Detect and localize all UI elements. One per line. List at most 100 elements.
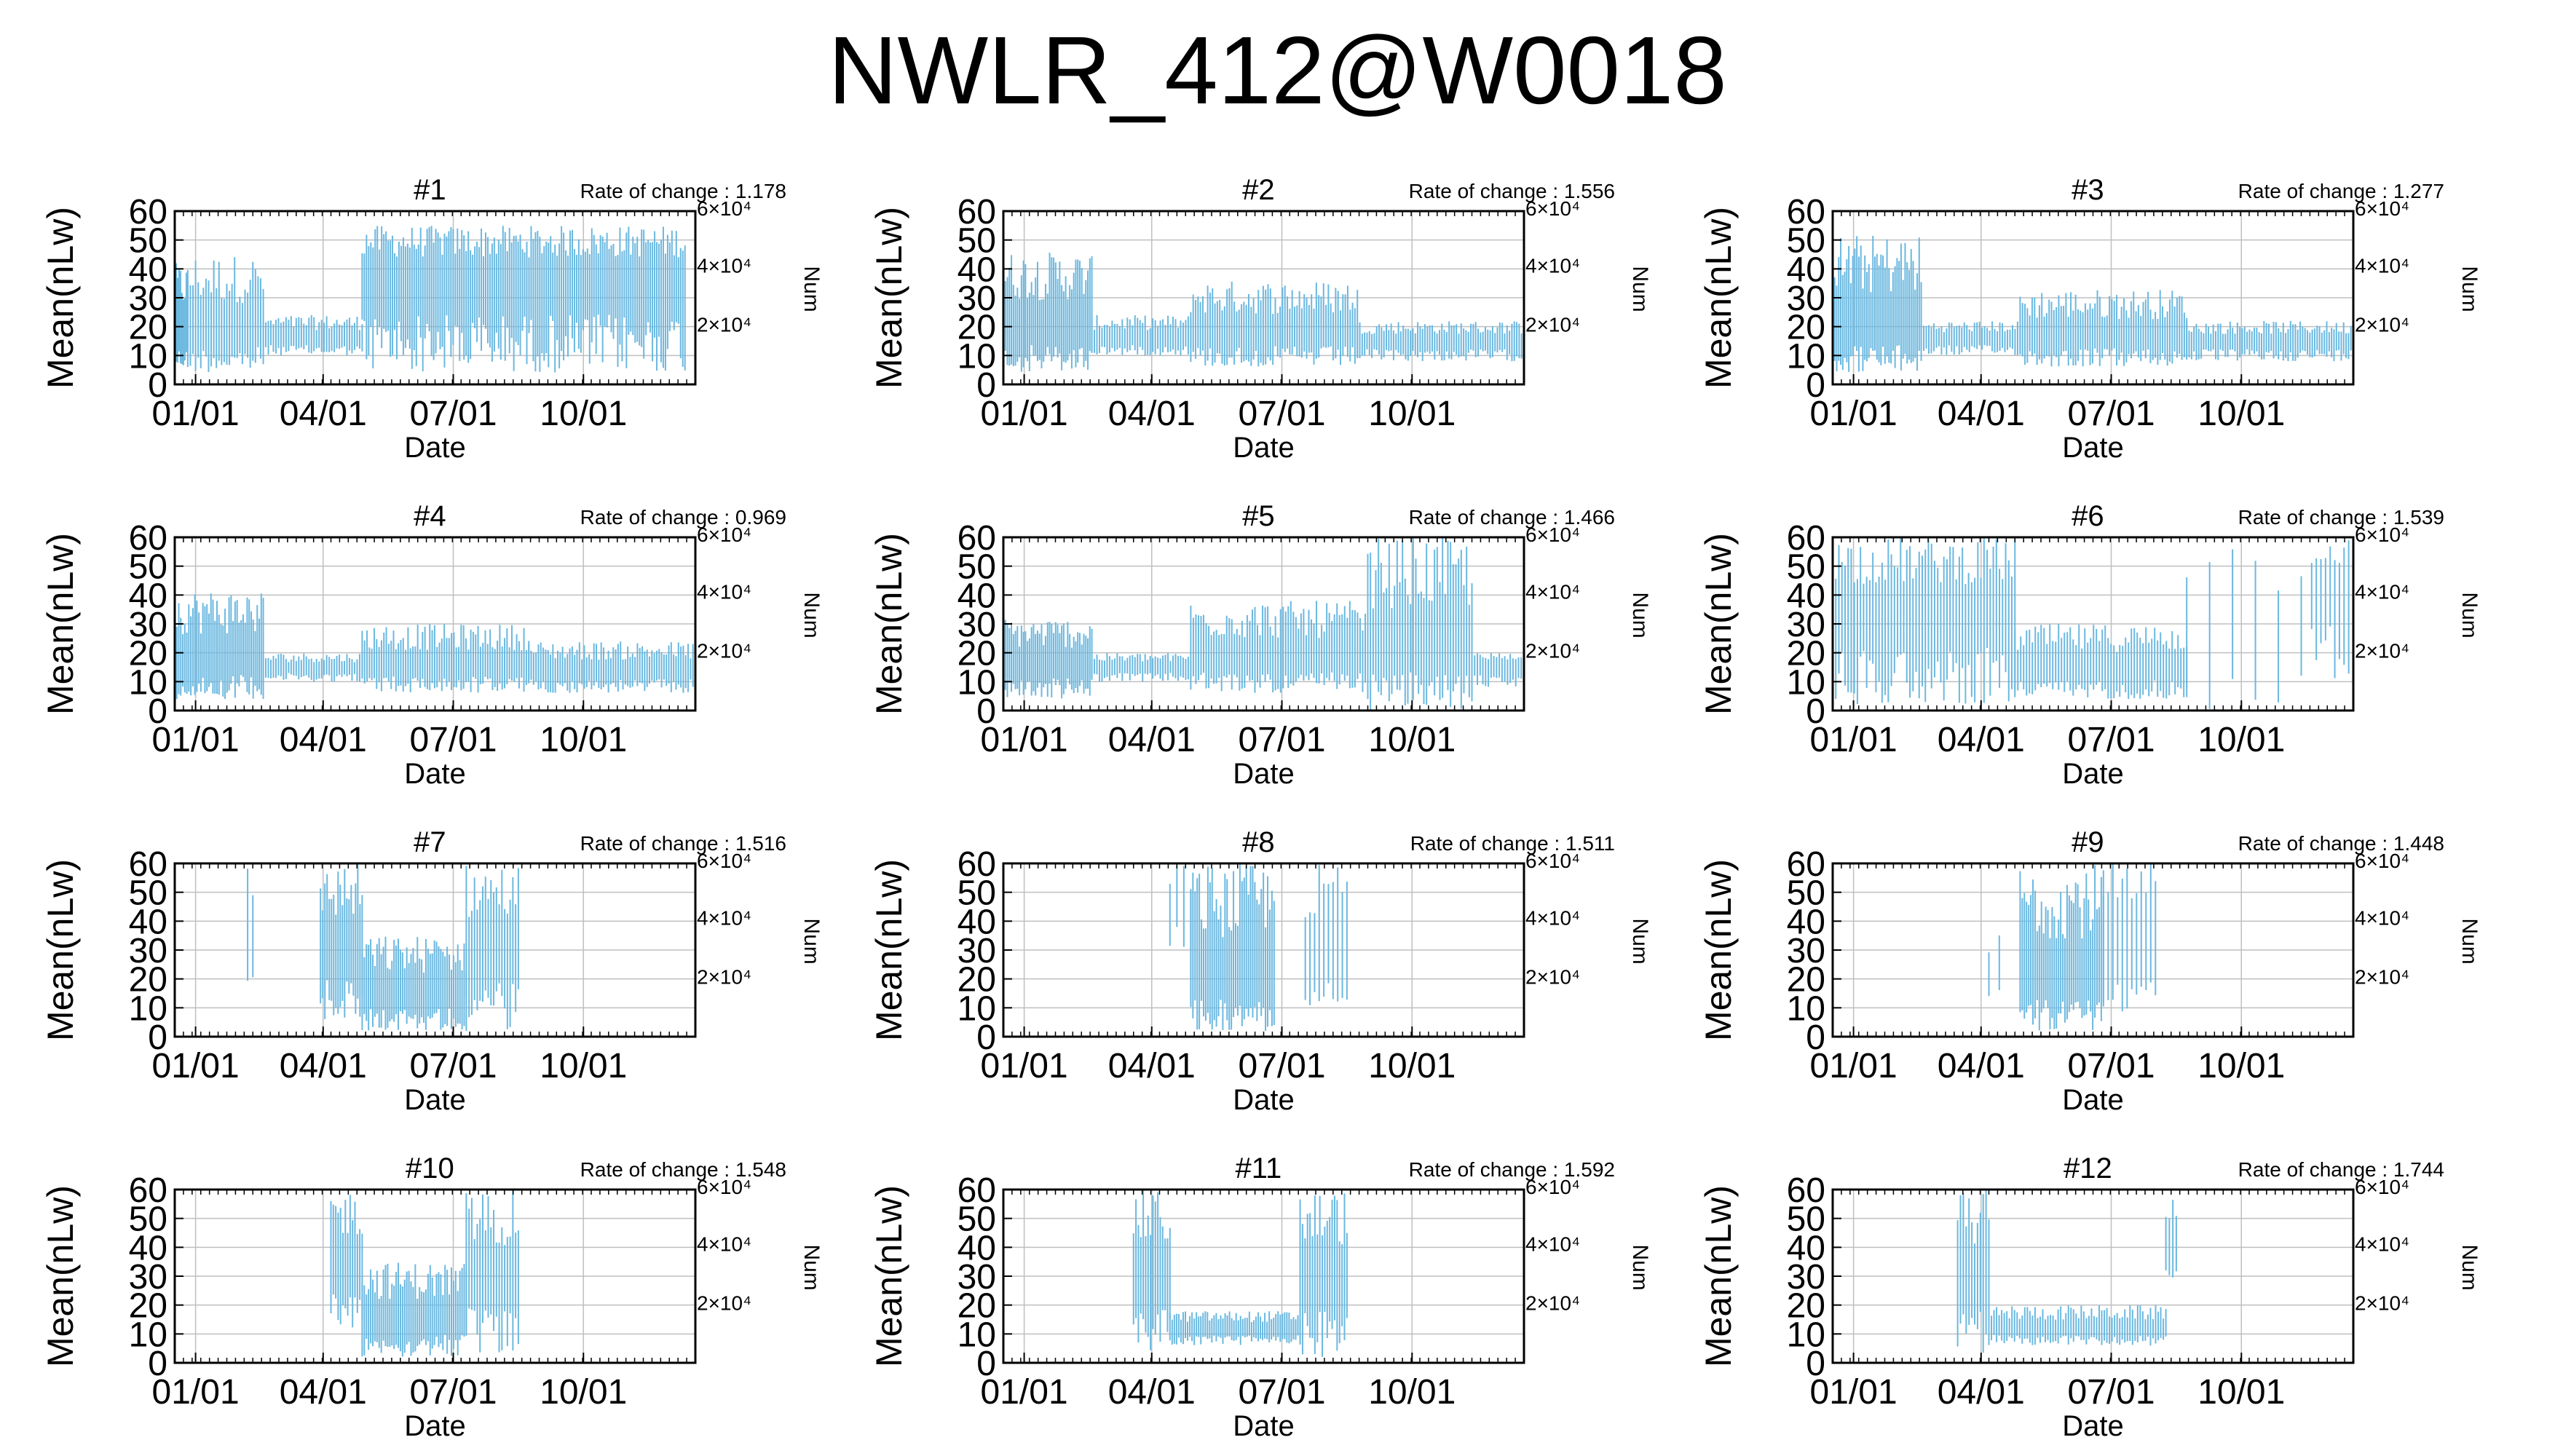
y2-tick-label: 2×10⁴ <box>1525 639 1580 662</box>
y2-tick-label: 6×10⁴ <box>697 1176 751 1198</box>
data-series <box>1132 1190 1348 1357</box>
x-tick-label: 04/01 <box>280 1047 367 1085</box>
y-tick-label: 40 <box>957 1229 996 1267</box>
y-tick-label: 0 <box>976 692 996 731</box>
rate-of-change-label: Rate of change : 1.466 <box>1409 506 1615 529</box>
y-tick-label: 0 <box>148 366 167 405</box>
y2-tick-label: 2×10⁴ <box>697 313 751 336</box>
y2-tick-label: 2×10⁴ <box>697 1291 751 1314</box>
y-tick-label: 0 <box>1806 366 1825 405</box>
x-tick-label: 07/01 <box>409 395 497 433</box>
y-axis-label: Mean(nLw) <box>869 207 909 389</box>
x-tick-label: 07/01 <box>1238 721 1325 759</box>
x-axis-label: Date <box>2062 758 2124 790</box>
y-tick-label: 10 <box>957 337 996 376</box>
y-tick-label: 50 <box>129 1200 167 1239</box>
x-tick-label: 07/01 <box>1238 1047 1325 1085</box>
x-tick-label: 10/01 <box>2197 1373 2285 1412</box>
y2-tick-label: 6×10⁴ <box>2355 523 2409 546</box>
x-tick-label: 01/01 <box>1810 1373 1898 1412</box>
y2-axis-label: Num <box>2457 266 2481 312</box>
y2-axis-label: Num <box>2457 918 2481 964</box>
y-tick-label: 20 <box>1787 635 1825 673</box>
y-tick-label: 20 <box>957 635 996 673</box>
y2-tick-label: 2×10⁴ <box>2355 313 2409 336</box>
y-tick-label: 50 <box>957 1200 996 1239</box>
rate-of-change-label: Rate of change : 1.744 <box>2238 1158 2444 1181</box>
y-tick-label: 50 <box>957 874 996 913</box>
y2-tick-label: 2×10⁴ <box>2355 965 2409 988</box>
y2-tick-label: 2×10⁴ <box>2355 639 2409 662</box>
data-series <box>1832 537 2354 709</box>
y-tick-label: 30 <box>129 606 167 644</box>
y-tick-label: 50 <box>129 548 167 587</box>
y-tick-label: 10 <box>129 989 167 1028</box>
y-tick-label: 0 <box>976 1345 996 1383</box>
x-tick-label: 07/01 <box>2067 395 2155 433</box>
subplot-title: #6 <box>2072 500 2104 532</box>
y2-tick-label: 6×10⁴ <box>2355 197 2409 220</box>
y2-tick-label: 2×10⁴ <box>697 965 751 988</box>
x-tick-label: 01/01 <box>1810 395 1898 433</box>
y2-axis-label: Num <box>1628 918 1652 964</box>
y-tick-label: 10 <box>1787 663 1825 702</box>
x-tick-label: 07/01 <box>409 1047 497 1085</box>
y-tick-label: 40 <box>1787 903 1825 941</box>
y-tick-label: 20 <box>129 961 167 1000</box>
subplot-title: #2 <box>1242 174 1275 206</box>
x-tick-label: 07/01 <box>409 1373 497 1412</box>
x-tick-label: 10/01 <box>540 1373 627 1412</box>
y2-axis-label: Num <box>799 1244 824 1290</box>
y2-tick-label: 4×10⁴ <box>697 1233 751 1256</box>
y2-tick-label: 4×10⁴ <box>1525 581 1580 604</box>
y2-tick-label: 4×10⁴ <box>1525 907 1580 930</box>
y2-tick-label: 2×10⁴ <box>1525 965 1580 988</box>
x-tick-label: 01/01 <box>981 1373 1068 1412</box>
y2-tick-label: 6×10⁴ <box>1525 197 1580 220</box>
x-tick-label: 07/01 <box>2067 1047 2155 1085</box>
x-tick-label: 04/01 <box>280 721 367 759</box>
y-tick-label: 20 <box>1787 961 1825 1000</box>
x-tick-label: 10/01 <box>1368 1373 1456 1412</box>
rate-of-change-label: Rate of change : 1.592 <box>1409 1158 1615 1181</box>
x-tick-label: 04/01 <box>1108 1373 1196 1412</box>
y2-tick-label: 4×10⁴ <box>2355 1233 2409 1256</box>
x-tick-label: 01/01 <box>981 395 1068 433</box>
subplot-title: #11 <box>1235 1152 1282 1184</box>
x-tick-label: 07/01 <box>1238 395 1325 433</box>
y2-tick-label: 6×10⁴ <box>2355 850 2409 872</box>
y-tick-label: 30 <box>957 932 996 970</box>
y-tick-label: 50 <box>129 222 167 261</box>
x-tick-label: 04/01 <box>1938 1047 2025 1085</box>
y2-axis-label: Num <box>1628 1244 1652 1290</box>
y-tick-label: 60 <box>957 845 996 884</box>
y-tick-label: 40 <box>129 903 167 941</box>
x-tick-label: 10/01 <box>2197 1047 2285 1085</box>
x-tick-label: 04/01 <box>1108 395 1196 433</box>
y2-tick-label: 4×10⁴ <box>1525 255 1580 277</box>
y-tick-label: 60 <box>1787 193 1825 232</box>
x-tick-label: 01/01 <box>981 721 1068 759</box>
rate-of-change-label: Rate of change : 1.178 <box>580 180 786 202</box>
y-tick-label: 40 <box>957 250 996 289</box>
y-axis-label: Mean(nLw) <box>1698 533 1739 715</box>
y2-tick-label: 6×10⁴ <box>697 197 751 220</box>
y-tick-label: 30 <box>957 606 996 644</box>
y-tick-label: 60 <box>129 193 167 232</box>
y-tick-label: 50 <box>957 548 996 587</box>
y-axis-label: Mean(nLw) <box>869 533 909 715</box>
y-tick-label: 0 <box>148 1345 167 1383</box>
subplot-title: #7 <box>414 826 446 858</box>
x-tick-label: 04/01 <box>1108 1047 1196 1085</box>
y-axis-label: Mean(nLw) <box>1698 859 1739 1041</box>
y2-axis-label: Num <box>1628 592 1652 638</box>
